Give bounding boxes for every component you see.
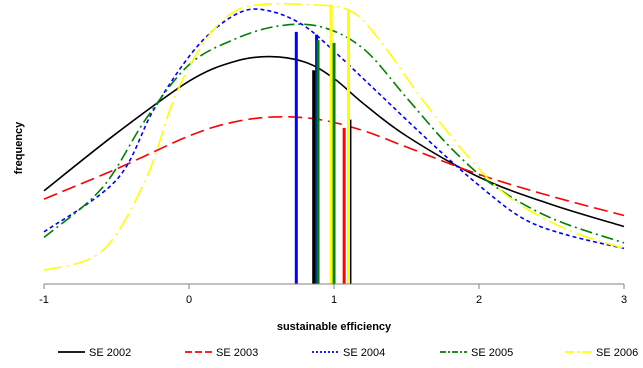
x-tick-label: 1 — [331, 294, 337, 306]
legend-label-3: SE 2004 — [343, 347, 385, 359]
x-tick-label: 0 — [186, 294, 192, 306]
series-line-3 — [43, 8, 625, 250]
series-line-5 — [43, 2, 625, 272]
legend-label-4: SE 2005 — [471, 347, 513, 359]
x-axis: -1 0 1 2 3 — [39, 283, 627, 306]
legend-label-1: SE 2002 — [89, 347, 131, 359]
legend-label-5: SE 2006 — [596, 347, 638, 359]
plot-area — [43, 2, 625, 284]
x-tick-label: 3 — [621, 294, 627, 306]
x-axis-title: sustainable efficiency — [277, 321, 392, 333]
legend: SE 2002 SE 2003 SE 2004 SE 2005 SE 2006 — [58, 347, 638, 359]
x-tick-label: -1 — [39, 294, 49, 306]
x-tick-label: 2 — [476, 294, 482, 306]
y-axis-title: frequency — [13, 121, 25, 174]
legend-label-2: SE 2003 — [216, 347, 258, 359]
